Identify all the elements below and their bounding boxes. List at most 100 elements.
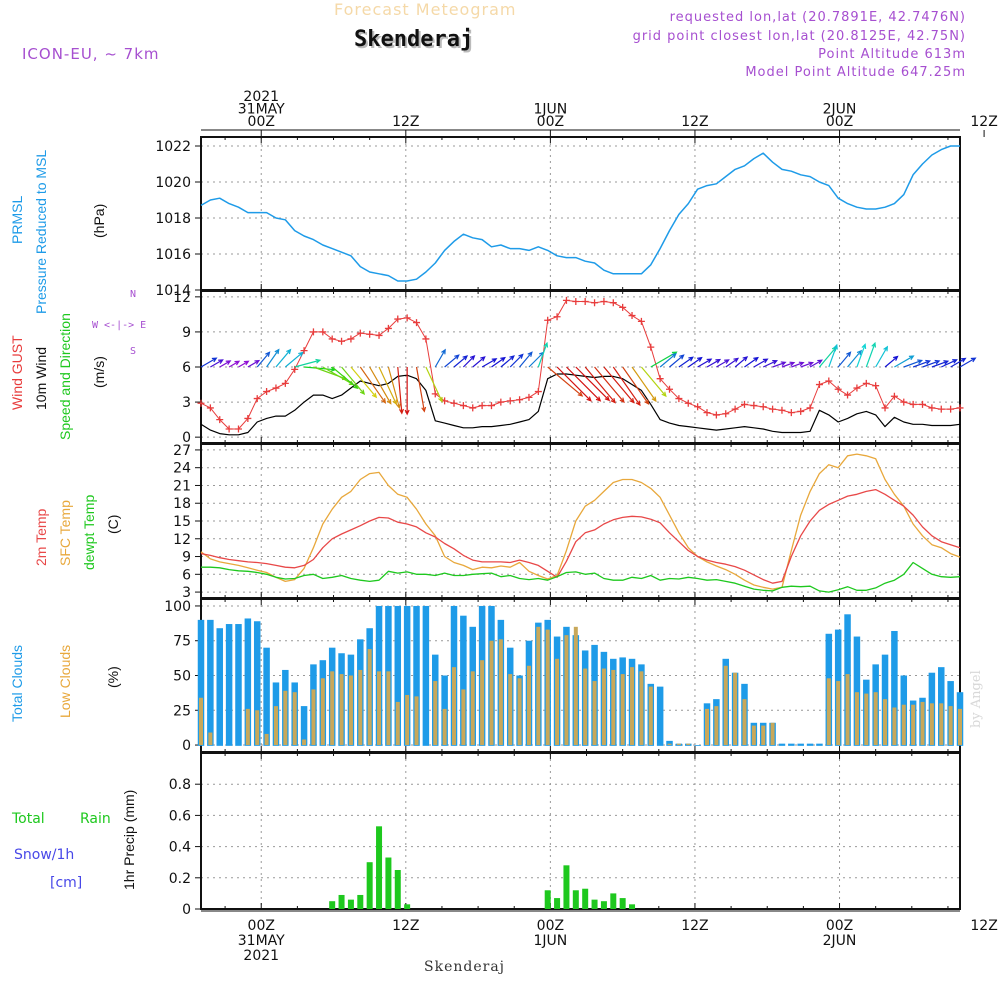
point-altitude: Point Altitude 613m — [818, 47, 966, 62]
low-cloud-bar — [892, 707, 897, 746]
top-time-label: 31MAY — [238, 102, 285, 118]
total-cloud-bar — [225, 624, 233, 746]
top-time-label: 00Z — [248, 114, 275, 130]
low-cloud-bar — [358, 669, 363, 746]
total-cloud-bar — [816, 743, 823, 746]
wind-speed-line — [200, 373, 961, 436]
total-cloud-bar — [422, 605, 430, 746]
low-cloud-bar — [433, 681, 438, 746]
low-cloud-bar — [583, 668, 588, 746]
bottom-time-label: 00Z — [826, 918, 853, 934]
gust-point — [956, 404, 964, 412]
low-cloud-bar — [199, 697, 203, 746]
y-tick-label: 0.2 — [169, 871, 191, 887]
low-cloud-bar — [320, 678, 325, 746]
total-cloud-bar — [244, 618, 252, 746]
gust-point — [740, 400, 748, 408]
total-cloud-bar — [403, 605, 411, 746]
gust-point — [731, 405, 739, 413]
gust-point — [300, 347, 308, 355]
gust-point — [319, 328, 327, 336]
gust-point — [684, 399, 692, 407]
gust-point — [890, 392, 898, 400]
gust-point — [450, 399, 458, 407]
wind-arrow — [950, 357, 967, 368]
gust-point — [338, 337, 346, 345]
panel-frame — [200, 752, 961, 910]
wind-arrow — [238, 360, 250, 368]
gust-point — [413, 319, 421, 327]
low-cloud-bar — [864, 693, 869, 746]
low-cloud-bar — [948, 706, 953, 746]
gust-point — [384, 324, 392, 332]
low-cloud-bar — [498, 639, 503, 746]
wind-arrow — [434, 348, 446, 368]
gust-point — [562, 296, 570, 304]
wind-arrow — [341, 366, 366, 396]
wind-arrow — [444, 354, 460, 368]
top-time-label: 2JUN — [823, 102, 857, 118]
gust-point — [853, 384, 861, 392]
top-time-label: 12Z — [392, 114, 419, 130]
bottom-time-label: 00Z — [248, 918, 275, 934]
compass-n: N — [130, 289, 137, 300]
low-cloud-bar — [761, 725, 766, 746]
low-cloud-bar — [386, 671, 391, 746]
wind-arrow — [331, 366, 359, 390]
rain-bar — [376, 826, 383, 909]
gust-point — [600, 298, 608, 306]
low-cloud-bar — [536, 626, 541, 746]
gust-point — [291, 365, 299, 373]
bottom-time-label: 12Z — [681, 918, 708, 934]
top-time-label: 00Z — [537, 114, 564, 130]
rain-bar — [357, 894, 364, 909]
low-cloud-bar — [526, 665, 531, 746]
rain-label-total: Total — [12, 811, 45, 827]
low-cloud-bar — [302, 739, 307, 746]
low-cloud-bar — [489, 640, 494, 746]
low-cloud-bar — [686, 743, 691, 746]
wind-arrow — [818, 345, 838, 368]
y-tick-label: 18 — [173, 496, 191, 512]
wind-arrow — [687, 356, 703, 368]
rain-bar — [544, 890, 551, 909]
low-cloud-bar — [405, 694, 410, 746]
gust-point — [628, 312, 636, 320]
low-cloud-bar — [573, 626, 578, 746]
y-tick-label: 1022 — [155, 139, 191, 155]
rain-bar — [610, 893, 617, 909]
gust-point — [234, 425, 242, 433]
wind-arrow — [210, 359, 224, 368]
wind-arrow — [669, 354, 685, 368]
y-tick-label: 12 — [173, 290, 191, 306]
gust-point — [366, 330, 374, 338]
low-cloud-bar — [367, 649, 372, 746]
wind-arrow — [959, 357, 977, 368]
dewpt-line — [201, 561, 961, 593]
gust-point — [619, 303, 627, 311]
top-time-label: 12Z — [970, 114, 997, 130]
low-cloud-bar — [292, 692, 297, 746]
y-tick-label: 0.4 — [169, 840, 191, 856]
rain-bar — [385, 857, 392, 909]
gust-point — [647, 343, 655, 351]
wind-arrow — [612, 366, 641, 407]
gust-point — [572, 298, 580, 306]
low-cloud-bar — [648, 686, 653, 746]
low-cloud-bar — [958, 708, 962, 746]
total-cloud-bar — [788, 743, 795, 746]
rain-bar — [554, 898, 561, 909]
wind-arrow — [716, 359, 730, 368]
low-cloud-bar — [555, 658, 560, 746]
wind-arrow — [884, 355, 899, 368]
low-cloud-bar — [480, 660, 485, 746]
gust-point — [225, 425, 233, 433]
gust-point — [403, 314, 411, 322]
gust-point — [609, 299, 617, 307]
rain-bar — [366, 862, 373, 909]
y-tick-label: 3 — [182, 395, 191, 411]
rain-bar — [600, 901, 607, 909]
wind-arrow — [875, 345, 889, 368]
low-cloud-bar — [395, 701, 400, 746]
